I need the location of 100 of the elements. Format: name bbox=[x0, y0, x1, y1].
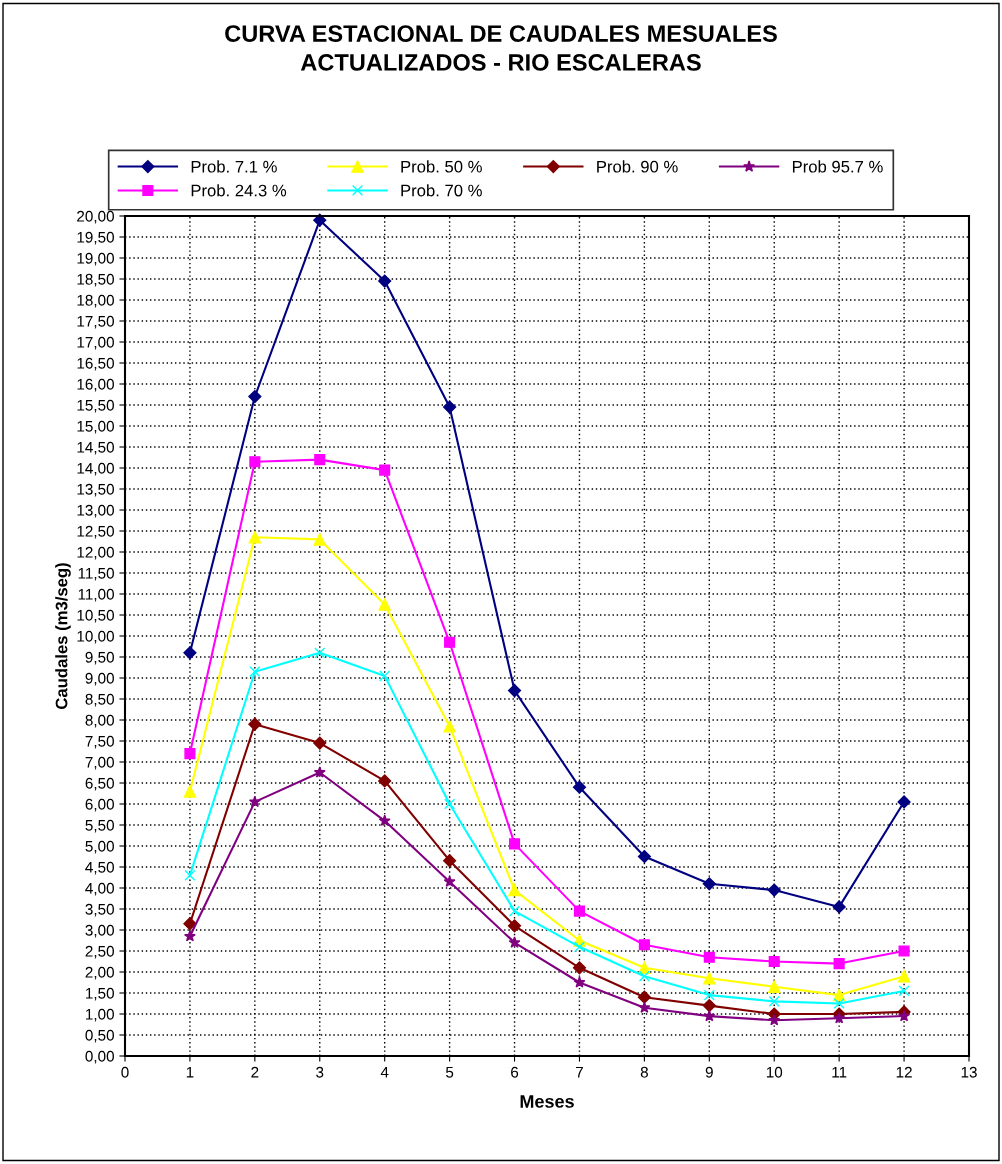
y-tick-label: 3,00 bbox=[85, 924, 114, 938]
point bbox=[897, 969, 911, 983]
y-tick-label: 3,50 bbox=[85, 903, 114, 917]
point bbox=[638, 939, 650, 951]
x-tick-label: 7 bbox=[576, 1066, 583, 1078]
y-tick-label: 8,50 bbox=[85, 693, 114, 707]
legend-label: Prob. 50 % bbox=[401, 160, 482, 173]
y-tick-label: 10,00 bbox=[77, 630, 114, 644]
y-tick-label: 7,00 bbox=[85, 756, 114, 770]
point bbox=[768, 995, 780, 1007]
y-tick-label: 16,00 bbox=[77, 378, 114, 392]
point bbox=[833, 958, 845, 970]
point bbox=[249, 666, 261, 678]
point bbox=[508, 936, 521, 948]
point bbox=[573, 905, 586, 917]
point bbox=[314, 454, 326, 466]
y-tick-label: 0,50 bbox=[85, 1029, 114, 1043]
point bbox=[703, 1009, 716, 1022]
y-tick-label: 2,00 bbox=[85, 966, 114, 980]
y-tick-label: 4,50 bbox=[85, 861, 114, 875]
y-tick-label: 11,00 bbox=[78, 588, 114, 602]
point bbox=[638, 970, 650, 982]
legend-label: Prob. 90 % bbox=[597, 160, 678, 173]
point bbox=[832, 900, 846, 914]
point bbox=[833, 1011, 846, 1024]
point bbox=[183, 785, 197, 798]
y-tick-label: 6,50 bbox=[85, 777, 114, 791]
y-tick-label: 9,50 bbox=[85, 651, 114, 665]
y-tick-label: 15,50 bbox=[77, 399, 114, 413]
y-tick-label: 5,00 bbox=[85, 840, 114, 854]
point bbox=[507, 684, 522, 698]
point bbox=[898, 1009, 911, 1022]
point bbox=[572, 961, 587, 975]
point bbox=[183, 646, 197, 660]
point bbox=[444, 798, 456, 810]
point bbox=[768, 1014, 781, 1026]
y-tick-label: 14,00 bbox=[77, 462, 114, 476]
y-tick-label: 20,00 bbox=[77, 210, 114, 224]
x-tick-label: 1 bbox=[186, 1066, 194, 1078]
point bbox=[313, 736, 327, 750]
point bbox=[248, 531, 262, 544]
x-tick-label: 4 bbox=[380, 1066, 389, 1078]
point bbox=[573, 976, 586, 988]
x-tick-label: 10 bbox=[766, 1066, 783, 1078]
x-axis-title: Meses bbox=[520, 1095, 574, 1108]
point bbox=[249, 456, 261, 468]
point bbox=[248, 795, 261, 808]
point bbox=[184, 748, 196, 760]
point bbox=[183, 930, 196, 942]
point bbox=[314, 647, 326, 659]
y-tick-label: 15,00 bbox=[77, 420, 114, 434]
x-tick-label: 0 bbox=[121, 1066, 129, 1078]
point bbox=[379, 464, 391, 476]
point bbox=[573, 941, 586, 953]
point bbox=[638, 1001, 651, 1013]
point bbox=[378, 598, 391, 611]
y-tick-label: 7,50 bbox=[85, 735, 114, 749]
point bbox=[702, 999, 716, 1013]
point bbox=[897, 795, 911, 809]
point bbox=[443, 854, 457, 868]
point bbox=[313, 533, 327, 546]
point bbox=[767, 980, 781, 993]
point bbox=[248, 717, 262, 731]
legend-label: Prob 95.7 % bbox=[792, 160, 883, 173]
point bbox=[768, 955, 780, 968]
y-tick-label: 19,50 bbox=[77, 231, 114, 245]
y-tick-label: 0,00 bbox=[85, 1050, 114, 1064]
y-tick-label: 16,50 bbox=[77, 357, 114, 371]
point bbox=[313, 766, 326, 778]
x-tick-label: 12 bbox=[896, 1066, 912, 1078]
point bbox=[378, 814, 391, 826]
y-tick-label: 2,50 bbox=[85, 945, 114, 959]
y-tick-label: 6,00 bbox=[85, 798, 114, 812]
point bbox=[637, 849, 651, 864]
point bbox=[248, 390, 262, 404]
point bbox=[703, 989, 715, 1001]
y-tick-label: 11,50 bbox=[78, 567, 114, 581]
y-tick-label: 19,00 bbox=[77, 252, 114, 266]
y-tick-label: 13,50 bbox=[77, 483, 114, 497]
point bbox=[444, 636, 456, 648]
y-tick-label: 12,50 bbox=[77, 525, 114, 539]
y-tick-label: 17,00 bbox=[77, 336, 114, 350]
y-tick-label: 14,50 bbox=[77, 441, 114, 455]
y-tick-label: 10,50 bbox=[77, 609, 114, 623]
point bbox=[184, 869, 196, 881]
point bbox=[833, 997, 845, 1010]
x-tick-label: 13 bbox=[961, 1066, 977, 1078]
legend-label: Prob. 24.3 % bbox=[191, 184, 287, 197]
point bbox=[508, 905, 521, 917]
point bbox=[379, 670, 391, 682]
y-axis-title: Caudales (m3/seg) bbox=[55, 563, 71, 709]
y-tick-label: 12,00 bbox=[77, 546, 114, 560]
x-tick-label: 11 bbox=[832, 1066, 847, 1078]
point bbox=[183, 917, 197, 931]
legend-label: Prob. 70 % bbox=[401, 184, 482, 197]
point bbox=[702, 877, 716, 891]
x-tick-label: 9 bbox=[705, 1066, 713, 1078]
point bbox=[378, 774, 392, 788]
point bbox=[443, 400, 457, 414]
y-tick-label: 18,50 bbox=[77, 273, 114, 287]
